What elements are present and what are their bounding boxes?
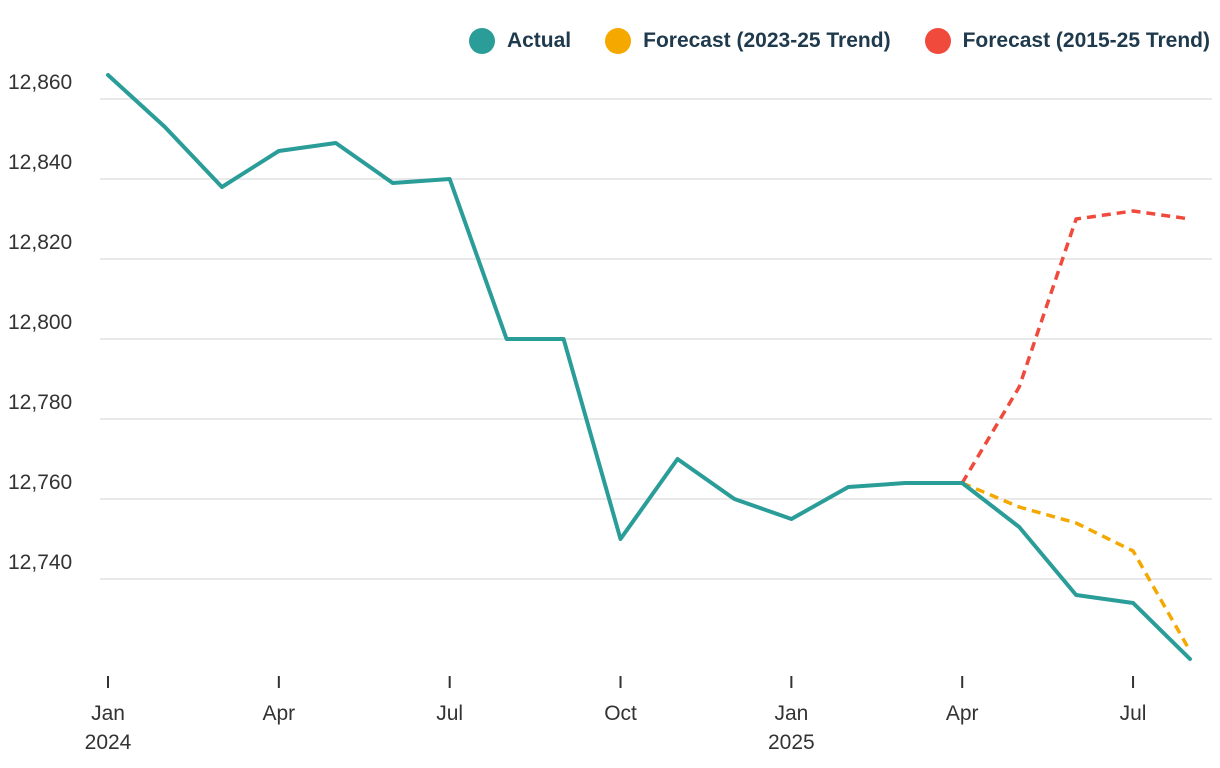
legend-swatch-forecast-2015-25: [924, 28, 951, 54]
y-tick-label: 12,760: [8, 471, 72, 494]
legend: Actual Forecast (2023-25 Trend) Forecast…: [468, 28, 1210, 54]
x-tick-label: Jul: [436, 702, 463, 725]
legend-label-forecast-2015-25: Forecast (2015-25 Trend): [962, 29, 1210, 52]
legend-item-actual: Actual: [468, 28, 572, 54]
legend-label-forecast-2023-25: Forecast (2023-25 Trend): [643, 29, 891, 52]
x-tick-label: Jul: [1120, 702, 1147, 725]
y-tick-label: 12,820: [8, 231, 72, 254]
series-line-forecast-2015-25-trend: [960, 209, 1191, 484]
series-line-actual: [106, 73, 1192, 661]
legend-label-actual: Actual: [506, 29, 572, 52]
y-tick-label: 12,800: [8, 311, 72, 334]
y-tick-label: 12,740: [8, 551, 72, 574]
x-tick-label: Oct: [604, 702, 637, 725]
legend-swatch-actual: [468, 28, 495, 54]
x-tick-sublabel: 2025: [768, 731, 815, 754]
x-tick-label: Jan: [91, 702, 125, 725]
x-tick-sublabel: 2024: [85, 731, 132, 754]
x-tick-label: Apr: [262, 702, 295, 725]
x-tick-label: Jan: [774, 702, 808, 725]
legend-item-forecast-2023-25: Forecast (2023-25 Trend): [605, 28, 891, 54]
y-tick-label: 12,780: [8, 391, 72, 414]
legend-item-forecast-2015-25: Forecast (2015-25 Trend): [924, 28, 1210, 54]
legend-swatch-forecast-2023-25: [605, 28, 632, 54]
y-tick-label: 12,840: [8, 151, 72, 174]
x-tick-label: Apr: [946, 702, 979, 725]
y-tick-label: 12,860: [8, 71, 72, 94]
